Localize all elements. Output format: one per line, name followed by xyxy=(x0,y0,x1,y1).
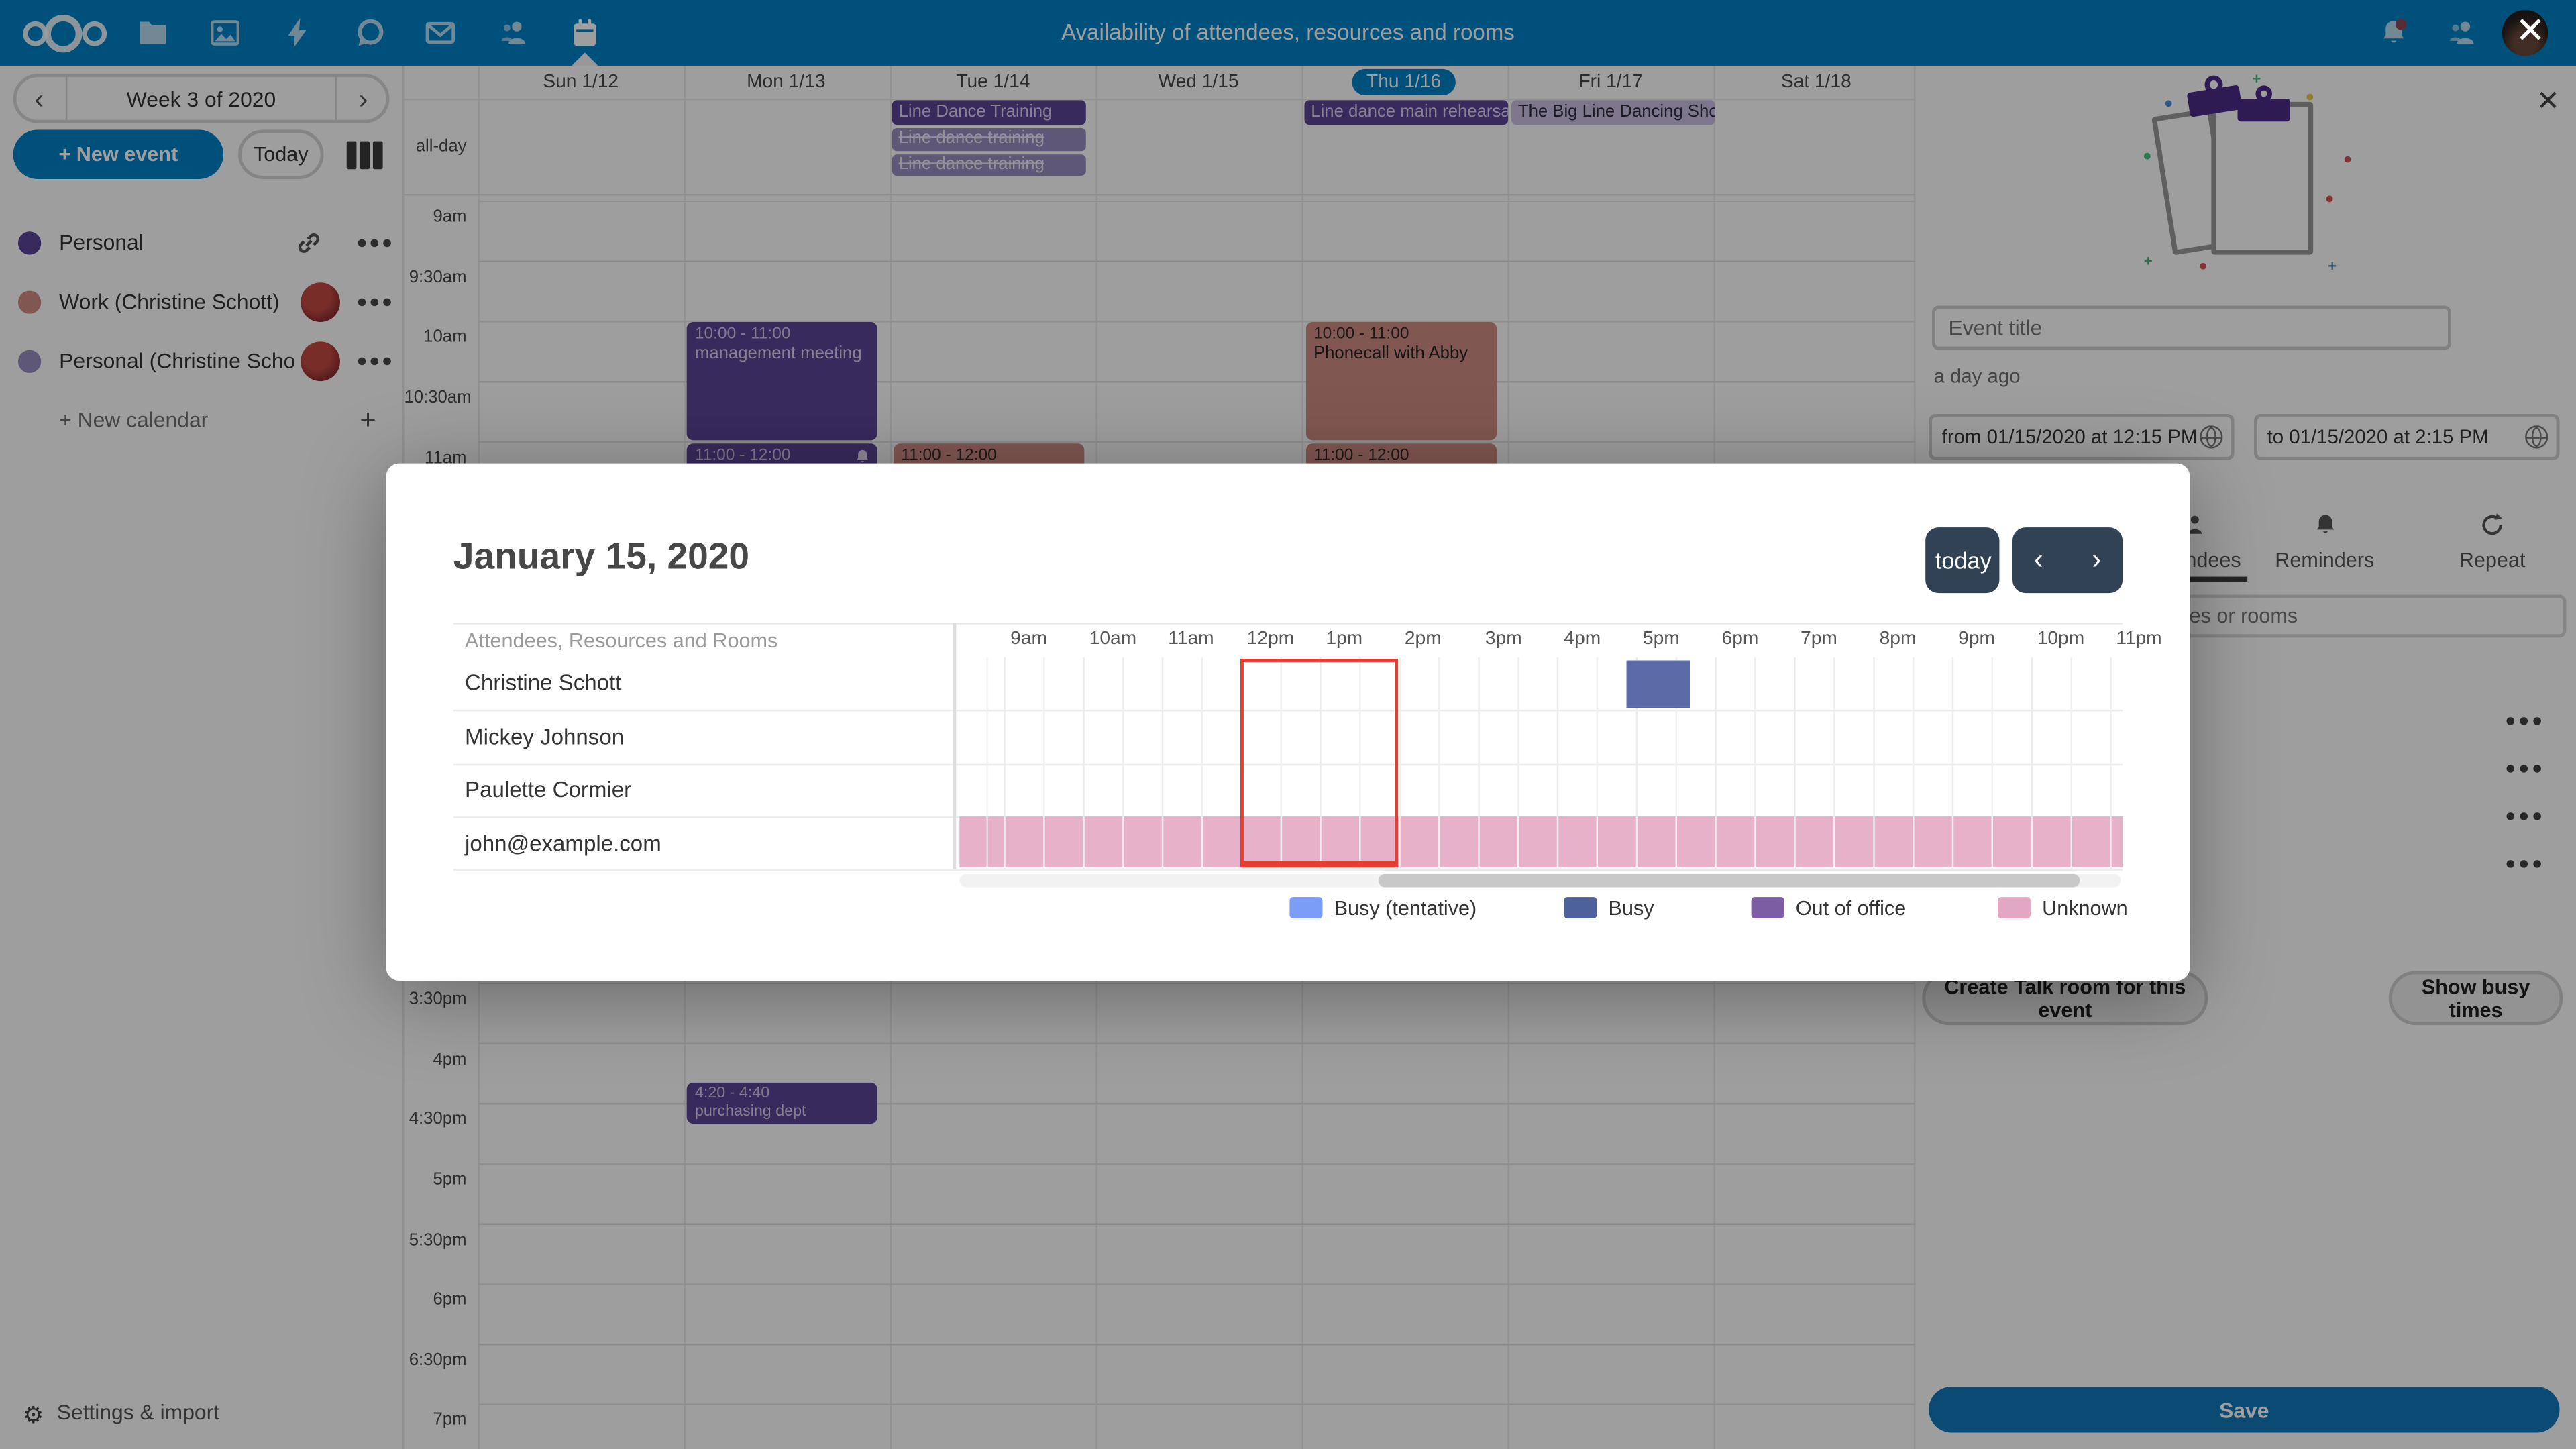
share-link-icon[interactable] xyxy=(296,230,322,256)
allday-event[interactable]: Line dance main rehearsal xyxy=(1304,100,1509,125)
modal-date-title: January 15, 2020 xyxy=(453,535,750,577)
allday-event-cancelled[interactable]: Line dance training xyxy=(892,128,1086,151)
next-day-button[interactable]: › xyxy=(2092,543,2102,576)
files-icon[interactable] xyxy=(138,18,168,48)
calendar-item-personal[interactable]: Personal ●●● xyxy=(0,219,402,268)
week-view-toggle-icon[interactable] xyxy=(346,141,383,170)
calendar-color-dot xyxy=(17,290,42,314)
next-week-button[interactable]: › xyxy=(358,83,368,115)
legend-busy-tentative: Busy (tentative) xyxy=(1289,894,1477,920)
previous-week-button[interactable]: ‹ xyxy=(34,83,44,115)
calendar-item-personal-shared[interactable]: Personal (Christine Scho… ●●● xyxy=(0,337,402,386)
day-headers: Sun 1/12 Mon 1/13 Tue 1/14 Wed 1/15 Thu … xyxy=(404,66,1917,101)
page-title: Availability of attendees, resources and… xyxy=(1061,19,1515,45)
contacts-menu-icon[interactable] xyxy=(2447,18,2476,48)
event-time-selection-handle[interactable] xyxy=(1240,861,1399,868)
legend-swatch xyxy=(1997,897,2031,918)
week-navigation: ‹ Week 3 of 2020 › xyxy=(13,74,390,123)
new-event-button[interactable]: + New event xyxy=(13,129,224,179)
calendar-item-work[interactable]: Work (Christine Schott) ●●● xyxy=(0,278,402,327)
new-calendar-button[interactable]: + New calendar + xyxy=(0,396,402,445)
allday-label: all-day xyxy=(415,136,467,156)
day-header: Fri 1/17 xyxy=(1578,72,1643,93)
nextcloud-logo-icon[interactable] xyxy=(23,13,108,53)
calendar-menu-button[interactable]: ●●● xyxy=(356,352,394,372)
plus-icon: + xyxy=(360,404,376,435)
left-sidebar: ‹ Week 3 of 2020 › + New event Today Per… xyxy=(0,65,403,1449)
calendar-icon[interactable] xyxy=(570,18,600,48)
mail-icon[interactable] xyxy=(425,18,455,48)
contacts-icon[interactable] xyxy=(498,18,527,48)
allday-event[interactable]: Line Dance Training xyxy=(892,100,1086,125)
timeline-scrollbar[interactable] xyxy=(959,873,2121,888)
day-header: Sat 1/18 xyxy=(1780,72,1851,93)
legend-swatch xyxy=(1751,897,1784,918)
calendar-color-dot xyxy=(17,231,42,255)
owner-avatar xyxy=(301,341,340,382)
owner-avatar xyxy=(301,282,340,323)
calendar-menu-button[interactable]: ●●● xyxy=(356,233,394,254)
modal-day-nav: ‹ › xyxy=(2012,527,2123,594)
day-header: Wed 1/15 xyxy=(1158,72,1239,93)
tab-reminders[interactable]: Reminders xyxy=(2267,513,2382,572)
event-title-input[interactable] xyxy=(1932,305,2451,350)
cursor-x-icon: ✕ xyxy=(2515,11,2546,53)
event-phonecall-with-abby[interactable]: 10:00 - 11:00 Phonecall with Abby xyxy=(1305,322,1496,441)
allday-event[interactable]: The Big Line Dancing Show xyxy=(1511,100,1715,125)
user-avatar[interactable] xyxy=(2502,9,2548,56)
timezone-globe-icon[interactable] xyxy=(2525,425,2548,449)
attendee-row-name: Paulette Cormier xyxy=(465,777,632,802)
day-header-active: Thu 1/16 xyxy=(1301,66,1507,99)
availability-timeline xyxy=(959,657,2123,869)
previous-day-button[interactable]: ‹ xyxy=(2033,543,2043,576)
attendee-row-name: john@example.com xyxy=(465,830,661,855)
modal-today-button[interactable]: today xyxy=(1925,527,2000,594)
attendee-menu-button[interactable]: ●●● xyxy=(2505,806,2546,826)
active-tab-underline xyxy=(2155,576,2248,582)
last-modified-label: a day ago xyxy=(1933,364,2021,388)
attendee-row-name: Mickey Johnson xyxy=(465,723,625,749)
event-management-meeting[interactable]: 10:00 - 11:00 management meeting xyxy=(686,322,877,441)
talk-icon[interactable] xyxy=(355,18,384,48)
today-button[interactable]: Today xyxy=(238,129,324,179)
timeline-scrollbar-thumb[interactable] xyxy=(1378,873,2080,888)
day-header: Sun 1/12 xyxy=(543,72,619,93)
settings-import-button[interactable]: ⚙ Settings & import xyxy=(23,1399,220,1428)
photos-icon[interactable] xyxy=(210,18,240,48)
reminder-bell-icon xyxy=(857,449,869,462)
week-label[interactable]: Week 3 of 2020 xyxy=(126,87,276,112)
event-end-field[interactable]: to 01/15/2020 at 2:15 PM xyxy=(2254,414,2560,460)
legend-unknown: Unknown xyxy=(1997,894,2128,920)
legend-busy: Busy xyxy=(1564,894,1654,920)
save-button[interactable]: Save xyxy=(1929,1386,2560,1433)
tab-repeat[interactable]: Repeat xyxy=(2434,513,2549,572)
busy-block xyxy=(1626,660,1691,708)
show-busy-times-button[interactable]: Show busy times xyxy=(2388,971,2563,1026)
top-bar: Availability of attendees, resources and… xyxy=(0,0,2576,66)
attendee-row-name: Christine Schott xyxy=(465,670,622,695)
event-start-field[interactable]: from 01/15/2020 at 12:15 PM xyxy=(1929,414,2235,460)
active-app-caret xyxy=(572,52,598,66)
calendar-menu-button[interactable]: ●●● xyxy=(356,292,394,313)
calendar-color-dot xyxy=(17,350,42,373)
activity-icon[interactable] xyxy=(282,17,312,48)
notifications-bell-icon[interactable] xyxy=(2379,18,2408,48)
attendee-menu-button[interactable]: ●●● xyxy=(2505,711,2546,731)
availability-table-header: Attendees, Resources and Rooms xyxy=(465,629,778,653)
allday-event-cancelled[interactable]: Line dance training xyxy=(892,153,1086,176)
gear-icon: ⚙ xyxy=(23,1401,44,1428)
event-purchasing-dept[interactable]: 4:20 - 4:40 purchasing dept xyxy=(686,1082,877,1123)
availability-modal: January 15, 2020 today ‹ › Attendees, Re… xyxy=(386,463,2190,981)
timezone-globe-icon[interactable] xyxy=(2200,425,2223,449)
legend-out-of-office: Out of office xyxy=(1751,894,1906,920)
legend-swatch xyxy=(1289,897,1323,918)
legend-swatch xyxy=(1564,897,1597,918)
close-icon[interactable]: ✕ xyxy=(2536,85,2560,117)
attendee-menu-button[interactable]: ●●● xyxy=(2505,759,2546,779)
event-time-selection[interactable] xyxy=(1240,659,1399,868)
attendee-menu-button[interactable]: ●●● xyxy=(2505,854,2546,874)
day-header: Mon 1/13 xyxy=(747,72,826,93)
day-header: Tue 1/14 xyxy=(956,72,1030,93)
